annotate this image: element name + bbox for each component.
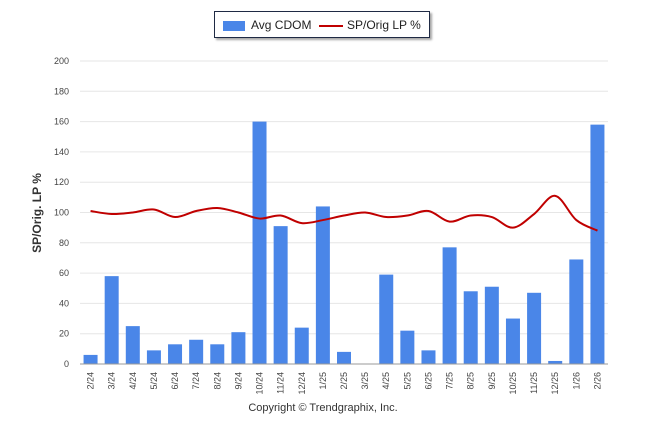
bar-series <box>83 121 605 364</box>
x-tick-label: 4/24 <box>128 372 138 390</box>
bar <box>337 351 351 364</box>
bar <box>527 292 542 364</box>
legend-label-cdom: Avg CDOM <box>251 18 312 32</box>
x-axis-ticks: 2/24 3/24 4/24 5/24 6/24 7/24 8/24 9/24 10/24 11/… <box>86 372 603 395</box>
bar <box>379 274 394 364</box>
bar <box>125 326 140 364</box>
y-tick-label: 140 <box>54 147 69 157</box>
bar <box>315 206 330 364</box>
x-tick-label: 10/25 <box>508 372 518 395</box>
legend-swatch-line-icon <box>319 25 343 27</box>
y-tick-label: 0 <box>64 359 69 369</box>
bar <box>484 286 499 364</box>
bar <box>273 226 288 364</box>
copyright-text: Copyright © Trendgraphix, Inc. <box>248 402 398 414</box>
x-tick-label: 9/25 <box>487 372 497 390</box>
bar <box>104 276 119 364</box>
bar <box>294 327 309 364</box>
bar <box>83 354 98 364</box>
legend-label-sp-orig: SP/Orig LP % <box>347 18 421 32</box>
x-tick-label: 5/25 <box>402 372 412 390</box>
x-tick-label: 3/25 <box>360 372 370 390</box>
sp-orig-line <box>90 194 598 232</box>
x-tick-label: 8/24 <box>212 372 222 390</box>
x-tick-label: 12/24 <box>297 372 307 395</box>
bar <box>505 318 520 364</box>
x-tick-label: 2/26 <box>592 372 602 390</box>
gridlines <box>80 60 608 365</box>
x-tick-label: 2/25 <box>339 372 349 390</box>
y-tick-label: 160 <box>54 117 69 127</box>
x-tick-label: 1/25 <box>318 372 328 390</box>
y-tick-label: 180 <box>54 86 69 96</box>
x-tick-label: 1/26 <box>571 372 581 390</box>
x-tick-label: 12/25 <box>550 372 560 395</box>
x-tick-label: 5/24 <box>149 372 159 390</box>
bar <box>590 124 605 364</box>
y-tick-label: 20 <box>59 329 69 339</box>
bar <box>569 259 584 364</box>
x-tick-label: 11/25 <box>529 372 539 394</box>
y-tick-label: 200 <box>54 56 69 66</box>
x-tick-label: 2/24 <box>86 372 96 390</box>
bar <box>168 344 183 364</box>
x-tick-label: 6/24 <box>170 372 180 390</box>
legend: Avg CDOM SP/Orig LP % <box>214 11 430 38</box>
bar <box>400 330 415 364</box>
x-tick-label: 11/24 <box>276 372 286 394</box>
y-axis-label: SP/Orig. LP % <box>30 173 44 253</box>
bar <box>210 344 225 364</box>
x-tick-label: 7/24 <box>191 372 201 390</box>
x-tick-label: 6/25 <box>423 372 433 390</box>
y-tick-label: 40 <box>59 298 69 308</box>
y-tick-label: 100 <box>54 208 69 218</box>
y-tick-label: 80 <box>59 238 69 248</box>
x-tick-label: 4/25 <box>381 372 391 390</box>
legend-swatch-bar-icon <box>223 21 245 31</box>
x-tick-label: 9/24 <box>233 372 243 390</box>
x-tick-label: 3/24 <box>107 372 117 390</box>
x-tick-label: 7/25 <box>445 372 455 390</box>
x-tick-label: 10/24 <box>255 372 265 395</box>
y-tick-label: 60 <box>59 268 69 278</box>
bar <box>252 121 267 364</box>
bar <box>421 350 436 364</box>
y-tick-label: 120 <box>54 177 69 187</box>
bar <box>146 350 161 364</box>
y-axis-ticks: 0 20 40 60 80 100 120 140 160 180 200 <box>54 56 69 369</box>
bar <box>189 339 204 364</box>
bar <box>231 332 246 364</box>
line-series <box>90 194 598 232</box>
bar <box>442 247 457 364</box>
x-tick-label: 8/25 <box>466 372 476 390</box>
bar <box>463 291 478 364</box>
bar <box>548 360 563 364</box>
